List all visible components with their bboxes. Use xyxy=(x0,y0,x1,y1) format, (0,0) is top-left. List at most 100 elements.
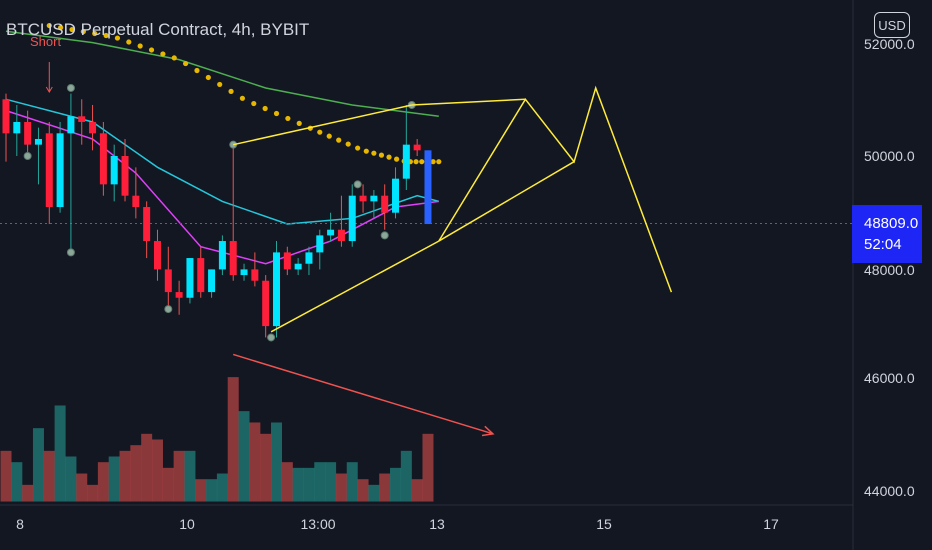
ma-dot xyxy=(217,81,223,88)
ema-slow-line xyxy=(5,30,439,118)
candle-body xyxy=(370,195,378,202)
volume-bar xyxy=(195,479,207,502)
ma-dot xyxy=(413,159,419,165)
volume-bar xyxy=(303,467,315,502)
candle-body xyxy=(67,116,75,134)
volume-bar xyxy=(65,456,77,502)
candle-body xyxy=(381,195,389,213)
ma-dot xyxy=(436,159,442,165)
volume-bar xyxy=(379,473,391,502)
volume-bar xyxy=(335,473,347,502)
candle-body xyxy=(218,241,226,270)
ma-dot xyxy=(345,141,351,147)
y-tick-label: 48000.0 xyxy=(864,262,915,278)
candle-body xyxy=(316,235,324,253)
volume-bar xyxy=(0,450,12,502)
ma-dot xyxy=(394,156,400,162)
candle-body xyxy=(273,252,280,327)
ma-dot xyxy=(46,22,52,29)
ma-dot xyxy=(171,55,177,61)
candle-body xyxy=(392,178,400,213)
candle-body xyxy=(305,252,313,264)
volume-bar xyxy=(314,462,326,502)
ma-dot xyxy=(69,26,75,33)
candle-body xyxy=(251,269,259,281)
ma-dot xyxy=(92,30,98,37)
volume-bar xyxy=(216,473,228,502)
candle-body xyxy=(13,121,21,134)
candle-body xyxy=(208,269,216,293)
ma-dot xyxy=(183,60,189,67)
volume-bar xyxy=(368,484,380,502)
volume-bar xyxy=(162,467,174,502)
signal-marker xyxy=(353,180,362,189)
candle-body xyxy=(229,241,237,276)
candle-body xyxy=(78,116,86,122)
candle-body xyxy=(283,252,291,270)
signal-marker xyxy=(66,83,75,92)
candle-body xyxy=(153,241,161,270)
ma-dot xyxy=(239,95,246,101)
current-price-value: 48809.0 xyxy=(864,215,919,232)
candle-body xyxy=(45,133,53,208)
ma-dot xyxy=(336,137,342,143)
x-tick-label: 8 xyxy=(16,516,24,532)
signal-marker xyxy=(164,305,173,314)
candle-body xyxy=(240,269,248,276)
volume-bar xyxy=(260,433,272,502)
volume-bar xyxy=(22,484,34,502)
ma-dot xyxy=(262,105,268,112)
ma-dot xyxy=(205,74,211,81)
volume-bar xyxy=(173,450,185,502)
volume-bar xyxy=(346,462,358,502)
currency-button[interactable]: USD xyxy=(874,12,910,38)
short-signal-arrow-head xyxy=(45,86,53,93)
ma-dot xyxy=(386,154,392,160)
volume-bar xyxy=(411,479,423,502)
candle-body xyxy=(197,258,205,293)
ma-dot xyxy=(251,100,257,107)
x-tick-label: 15 xyxy=(596,516,612,532)
volume-bar xyxy=(141,433,153,502)
x-tick-label: 13 xyxy=(429,516,445,532)
volume-bar xyxy=(54,405,66,502)
ma-dot xyxy=(194,67,200,74)
ma-dot xyxy=(148,47,155,53)
bar-countdown: 52:04 xyxy=(864,236,902,253)
candle-body xyxy=(110,156,118,185)
volume-bar xyxy=(325,462,337,502)
volume-bar xyxy=(130,445,142,502)
ma-dot xyxy=(137,43,143,49)
candle-body xyxy=(34,138,42,145)
volume-bar xyxy=(119,450,131,502)
wedge-upper-line xyxy=(233,104,412,146)
candle-body xyxy=(56,133,64,208)
candle-body xyxy=(24,121,32,145)
volume-bar xyxy=(271,422,282,502)
volume-bar xyxy=(390,467,402,502)
candle-body xyxy=(424,150,432,225)
volume-bar xyxy=(422,433,434,502)
x-tick-label: 13:00 xyxy=(300,516,336,532)
volume-bar xyxy=(206,479,218,502)
ma-dot xyxy=(355,145,361,151)
candle-body xyxy=(164,269,172,293)
volume-bar xyxy=(281,462,293,502)
ma-dot xyxy=(378,152,385,158)
candle-body xyxy=(327,229,335,236)
ma-dot xyxy=(296,120,302,126)
ma-dot xyxy=(103,32,109,39)
ma-dot xyxy=(114,35,121,41)
volume-bar xyxy=(400,450,412,502)
ma-dot xyxy=(371,150,377,156)
ma-dot xyxy=(273,110,280,117)
candle-body xyxy=(337,229,345,242)
ma-dot xyxy=(419,159,425,165)
x-tick-label: 17 xyxy=(763,516,779,532)
candle-body xyxy=(348,195,356,242)
projection-path xyxy=(438,85,673,293)
ma-dot xyxy=(430,159,436,165)
ma-dot xyxy=(228,88,234,94)
y-tick-label: 50000.0 xyxy=(864,148,915,164)
